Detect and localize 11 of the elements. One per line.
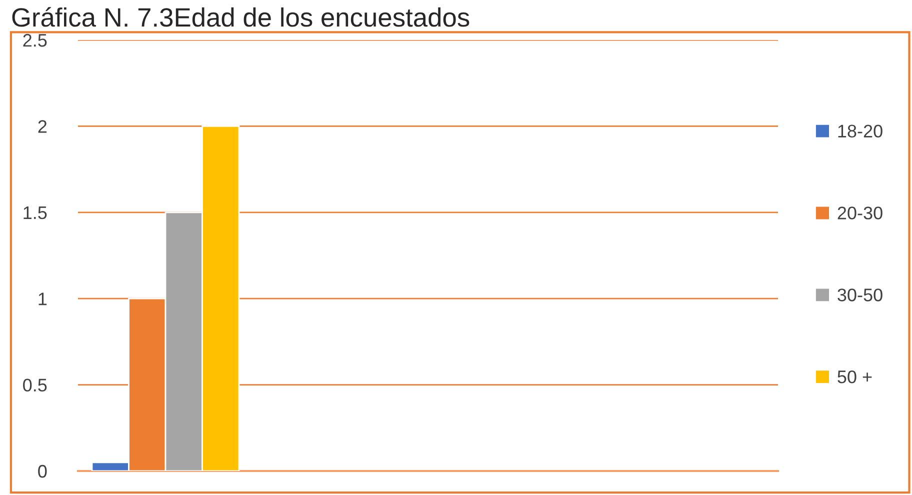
chart-title: Gráfica N. 7.3Edad de los encuestados — [12, 7, 470, 27]
legend-label: 30-50 — [838, 288, 882, 302]
legend-label: 50 + — [838, 370, 872, 384]
legend-label: 18-20 — [838, 124, 882, 138]
y-tick-label: 1.5 — [24, 206, 47, 220]
y-tick-label: 0.5 — [23, 378, 47, 392]
y-tick-label: 0 — [38, 464, 47, 478]
y-tick-label: 2.5 — [23, 34, 47, 47]
legend-label: 20-30 — [838, 206, 882, 220]
y-tick-label: 1 — [38, 292, 47, 306]
y-tick-label: 2 — [38, 120, 47, 133]
